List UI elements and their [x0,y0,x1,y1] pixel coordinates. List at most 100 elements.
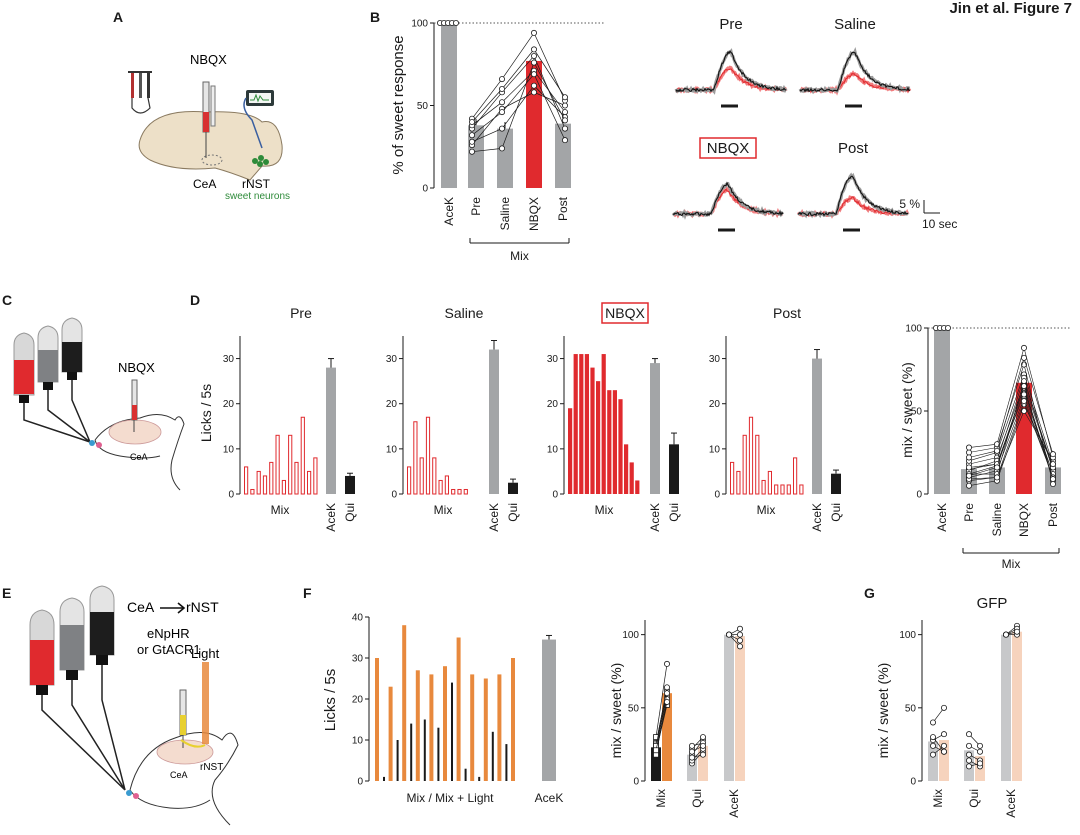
data-point [966,763,973,770]
data-point [562,137,569,144]
data-point [966,472,973,479]
y-tick-label: 50 [911,407,923,418]
bar-acek-nolight [724,634,734,781]
nolight-bar [410,723,413,781]
data-point [1003,631,1010,638]
data-point [700,734,707,741]
data-point [966,454,973,461]
mix-bar [761,479,766,495]
panel-label-c: C [2,292,12,308]
cea-label-a: CeA [193,177,216,191]
data-point [653,747,659,754]
trace-line [797,172,909,219]
bar-mix-nolight [928,741,938,781]
y-tick-label: 30 [709,354,721,365]
bar-acek [934,328,950,494]
y-tick-label: 0 [714,490,720,501]
mix-bar [612,390,617,494]
data-point [468,148,475,155]
data-point [664,690,671,697]
data-point [1050,451,1057,458]
x-tick-label: NBQX [1017,503,1031,537]
data-point [966,444,973,451]
x-tick-label: Pre [962,503,976,522]
data-point [531,53,538,60]
light-bar [375,658,379,781]
mix-bar [432,457,437,495]
pathway-to-label: rNST [186,599,219,615]
paired-line [655,696,668,749]
syringe-bundle-icon [128,71,152,114]
trace-line [797,175,909,217]
mix-bar [799,484,804,495]
mix-bar [584,354,589,494]
paired-line [968,400,1054,480]
data-point [966,464,973,471]
data-point [1021,344,1028,351]
data-point [737,643,744,650]
mix-bar [624,444,629,494]
nolight-bar [464,768,467,781]
mix-bar [307,470,312,495]
y-tick-label: 20 [709,399,721,410]
light-bar [415,670,420,781]
data-point [664,684,671,691]
paired-line [471,91,566,146]
mix-bar [269,461,274,495]
mix-bar [288,434,293,495]
sweet-neurons-icon [252,155,269,167]
chart-title: NBQX [605,305,645,321]
chart-d-nbqx: 0 10 20 30 NBQX Mix AceK Qui [547,302,681,532]
trace-saline: Saline [834,16,876,108]
panel-label-d: D [190,292,200,308]
data-point [498,76,505,83]
bottle-black-icon-e [89,585,115,665]
data-point [977,742,984,749]
trace-line [675,50,787,93]
mix-bar [629,462,634,494]
chart-g: 0 50 100 mix / sweet (%) GFP Mix Qui AceK [875,595,1022,818]
data-point [562,102,569,109]
virus-line2: or GtACR1 [137,642,201,657]
data-point [531,29,538,36]
data-point [930,719,937,726]
mix-bar [419,457,424,495]
panel-label-b: B [370,9,380,25]
panel-label-a: A [113,9,123,25]
trace-nbqx: NBQX [699,137,757,232]
panel-a-schematic: NBQX CeA rNST sweet neurons [128,52,290,202]
data-point [941,731,948,738]
x-tick-label: Qui [829,503,843,522]
y-tick-label: 100 [411,19,428,30]
data-point [531,46,538,53]
data-point [977,760,984,767]
data-point [1050,481,1057,488]
bar-mix-light [939,740,949,781]
x-tick-label: AceK [442,197,456,226]
mix-bar [601,354,606,494]
y-tick-label: 10 [547,444,559,455]
data-point [498,109,505,116]
y-tick-label: 30 [547,354,559,365]
data-point [966,482,973,489]
data-point [562,94,569,101]
data-point [994,474,1001,481]
trace-title: Saline [834,16,876,33]
trace-title: NBQX [707,140,750,157]
data-point [700,742,707,749]
chart-d-post: 0 10 20 30 Post Mix AceK Qui [709,305,843,532]
paired-line [968,356,1054,458]
data-point [966,751,973,758]
data-point [664,660,671,667]
syringe-icon-c [131,379,138,432]
panel-c-schematic: NBQX CeA [13,317,185,491]
recording-device-icon [243,90,274,149]
y-tick-label: 0 [357,777,363,788]
mix-bar [780,484,785,495]
bar-post [555,123,571,188]
nolight-bar [451,682,453,781]
bar-qui [669,444,679,494]
x-tick-label: NBQX [527,197,541,231]
panel-e-schematic: CeA rNST eNpHR or GtACR1 Light CeA rNST [29,585,239,826]
bottle-red-icon [13,332,35,403]
